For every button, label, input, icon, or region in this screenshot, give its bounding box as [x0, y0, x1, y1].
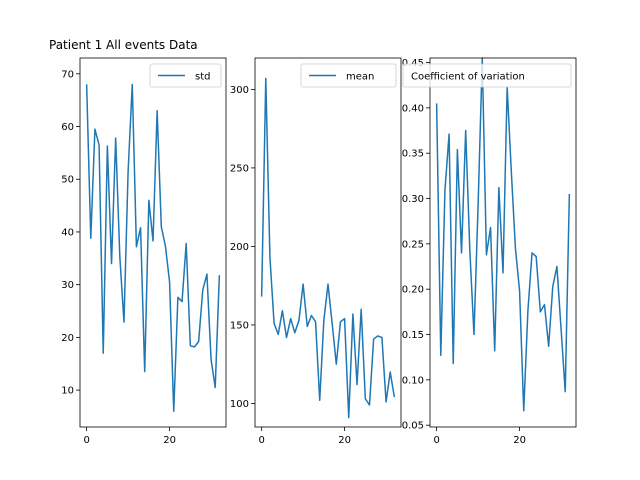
subplot-1: 0 20 10 20 30 40 50 60 70 Patient 1 All events Da…: [49, 38, 227, 446]
y-tick-label: 0.10: [402, 375, 424, 386]
legend-box: [300, 63, 397, 88]
legend-label: mean: [346, 72, 374, 83]
y-tick-label: 0.05: [402, 421, 424, 432]
y-tick-label: 150: [230, 320, 249, 331]
y-tick-label: 0.20: [402, 285, 424, 296]
series-line-3: [435, 57, 571, 412]
y-tick-label: 250: [230, 163, 249, 174]
y-tick-label: 0.25: [402, 239, 424, 250]
x-tick-label: 0: [258, 435, 264, 446]
x-tick-label: 20: [163, 435, 176, 446]
x-tick-label: 20: [513, 435, 526, 446]
x-tick-label: 20: [338, 435, 351, 446]
series-line-1: [85, 83, 221, 412]
legend: std: [149, 63, 222, 88]
subplot-3: 0 20 0.05 0.10 0.15 0.20 0.25 0.30 0.35 0.40 0.45 C…: [402, 57, 577, 446]
legend-box: [402, 63, 572, 88]
y-tick-label: 50: [61, 175, 74, 186]
subplot-2: 0 20 100 150 200 250 300 mean: [230, 57, 402, 446]
legend: Coefficient of variation: [402, 63, 572, 88]
legend: mean: [300, 63, 397, 88]
y-tick-label: 200: [230, 242, 249, 253]
y-tick-label: 20: [61, 333, 74, 344]
y-tick-label: 70: [61, 69, 74, 80]
chart-title: Patient 1 All events Data: [49, 38, 198, 52]
series-line-2: [260, 77, 396, 419]
y-tick-label: 0.35: [402, 149, 424, 160]
y-tick-label: 0.40: [402, 103, 424, 114]
y-tick-label: 10: [61, 386, 74, 397]
y-tick-label: 0.15: [402, 330, 424, 341]
x-tick-label: 0: [433, 435, 439, 446]
axes-frame: [429, 57, 577, 428]
y-tick-label: 30: [61, 280, 74, 291]
legend-box: [149, 63, 222, 88]
y-tick-label: 0.30: [402, 194, 424, 205]
y-tick-label: 300: [230, 85, 249, 96]
y-tick-label: 40: [61, 227, 74, 238]
subplots: 0 20 10 20 30 40 50 60 70 Patient 1 All events Da…: [49, 38, 577, 446]
axes-frame: [79, 57, 227, 428]
legend-label: std: [195, 72, 210, 83]
y-tick-label: 60: [61, 122, 74, 133]
y-tick-label: 100: [230, 399, 249, 410]
legend-label: Coefficient of variation: [411, 72, 525, 83]
y-tick-label: 0.45: [402, 58, 424, 69]
axes-frame: [254, 57, 402, 428]
x-tick-label: 0: [83, 435, 89, 446]
